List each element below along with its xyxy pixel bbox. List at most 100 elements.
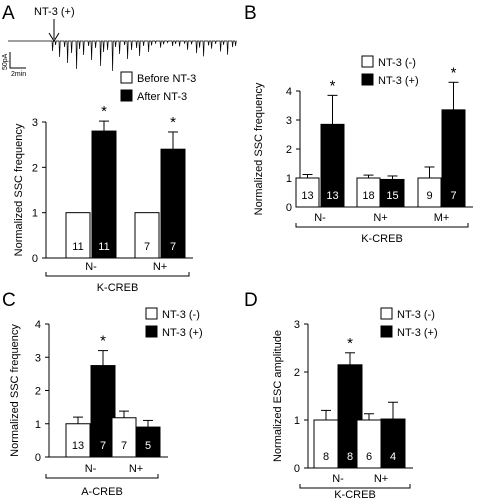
category-label-b: N- bbox=[314, 212, 326, 224]
group-label-b: K-CREB bbox=[361, 233, 403, 245]
group-bracket-a bbox=[45, 272, 190, 277]
group-label-a: K-CREB bbox=[97, 282, 139, 294]
n-label-b: 13 bbox=[301, 190, 313, 202]
legend-swatch-d bbox=[380, 307, 393, 320]
scale-bar bbox=[9, 52, 26, 69]
y-tick-label-b: 2 bbox=[286, 144, 292, 156]
y-tick-label-a: 3 bbox=[32, 117, 38, 129]
arrow-down-icon bbox=[48, 32, 60, 42]
y-tick-label-c: 3 bbox=[35, 352, 41, 364]
bar-a-treated bbox=[160, 148, 186, 259]
significance-star-a: * bbox=[170, 114, 176, 131]
y-tick-label-b: 4 bbox=[286, 86, 292, 98]
category-label-c: N+ bbox=[129, 463, 143, 475]
legend-label-d: NT-3 (+) bbox=[397, 327, 438, 339]
n-label-c: 7 bbox=[100, 440, 106, 452]
bar-c-control bbox=[111, 417, 137, 458]
y-tick-label-d: 3 bbox=[294, 319, 300, 331]
recording-trace-group: NT-3 (+) 50pA 2min bbox=[2, 6, 237, 78]
category-label-c: N- bbox=[85, 463, 97, 475]
panel-letter-a: A bbox=[2, 3, 15, 24]
bar-a-control bbox=[65, 212, 91, 259]
category-label-b: M+ bbox=[434, 212, 450, 224]
n-label-a: 11 bbox=[72, 241, 83, 253]
y-axis-label-a: Normalized SSC frequency bbox=[13, 123, 25, 256]
legend-label-b: NT-3 (+) bbox=[378, 75, 419, 87]
group-bracket-d bbox=[299, 484, 411, 489]
n-label-d: 4 bbox=[390, 451, 396, 463]
legend-label-d: NT-3 (-) bbox=[397, 309, 435, 321]
n-label-b: 18 bbox=[362, 190, 374, 202]
bar-c-treated bbox=[90, 365, 116, 458]
group-bracket-b bbox=[295, 223, 469, 228]
legend-swatch-a bbox=[120, 71, 133, 84]
n-label-d: 8 bbox=[323, 451, 329, 463]
significance-star-b: * bbox=[451, 64, 457, 81]
bar-d-control bbox=[313, 419, 339, 469]
panel-letter-b: B bbox=[244, 3, 257, 24]
category-label-d: N+ bbox=[374, 473, 388, 485]
y-tick-label-a: 2 bbox=[32, 162, 38, 174]
y-tick-label-a: 1 bbox=[32, 208, 38, 220]
y-tick-label-d: 0 bbox=[294, 463, 300, 475]
bar-c-control bbox=[65, 423, 91, 458]
n-label-b: 7 bbox=[450, 190, 456, 202]
legend-label-c: NT-3 (-) bbox=[162, 309, 200, 321]
n-label-d: 8 bbox=[347, 451, 353, 463]
scale-bar-x-label: 2min bbox=[11, 71, 26, 78]
legend-label-b: NT-3 (-) bbox=[378, 57, 416, 69]
panel-letter-d: D bbox=[244, 290, 258, 311]
y-tick-label-c: 0 bbox=[35, 452, 41, 464]
y-tick-label-b: 1 bbox=[286, 173, 292, 185]
group-label-c: A-CREB bbox=[81, 486, 123, 498]
category-label-a: N+ bbox=[153, 261, 167, 273]
y-tick-label-c: 2 bbox=[35, 386, 41, 398]
category-label-d: N- bbox=[332, 473, 344, 485]
bar-a-control bbox=[134, 212, 160, 259]
n-label-b: 9 bbox=[426, 190, 432, 202]
legend-swatch-d bbox=[380, 325, 393, 338]
bar-c-treated bbox=[135, 426, 161, 458]
y-tick-label-c: 1 bbox=[35, 419, 41, 431]
n-label-b: 15 bbox=[386, 190, 398, 202]
bar-d-treated bbox=[380, 418, 406, 469]
y-axis-label-c: Normalized SSC frequency bbox=[9, 324, 21, 457]
legend-label-c: NT-3 (+) bbox=[162, 327, 203, 339]
group-label-d: K-CREB bbox=[334, 489, 376, 500]
significance-star-d: * bbox=[347, 335, 353, 352]
n-label-c: 5 bbox=[145, 440, 151, 452]
y-axis-label-b: Normalized SSC frequency bbox=[253, 82, 265, 215]
n-label-b: 13 bbox=[326, 190, 338, 202]
legend-swatch-a bbox=[120, 89, 133, 102]
y-tick-label-d: 1 bbox=[294, 415, 300, 427]
legend-label-a: Before NT-3 bbox=[137, 73, 196, 85]
y-axis-label-d: Normalized ESC amplitude bbox=[272, 330, 284, 462]
y-tick-label-c: 4 bbox=[35, 319, 41, 331]
scale-bar-y-label: 50pA bbox=[2, 53, 9, 70]
n-label-a: 7 bbox=[170, 241, 176, 253]
y-tick-label-b: 3 bbox=[286, 115, 292, 127]
bar-a-treated bbox=[91, 130, 117, 259]
y-tick-label-a: 0 bbox=[32, 253, 38, 265]
legend-swatch-c bbox=[145, 325, 158, 338]
trace-drug-label: NT-3 (+) bbox=[34, 6, 75, 18]
y-tick-label-d: 2 bbox=[294, 367, 300, 379]
category-label-b: N+ bbox=[373, 212, 387, 224]
group-bracket-c bbox=[45, 474, 159, 479]
n-label-a: 11 bbox=[98, 241, 109, 253]
n-label-d: 6 bbox=[366, 451, 372, 463]
legend-swatch-b bbox=[361, 55, 374, 68]
n-label-a: 7 bbox=[144, 241, 150, 253]
recording-trace bbox=[8, 40, 237, 72]
category-label-a: N- bbox=[85, 261, 97, 273]
significance-star-c: * bbox=[100, 333, 106, 350]
significance-star-a: * bbox=[101, 103, 107, 120]
legend-swatch-c bbox=[145, 307, 158, 320]
legend-label-a: After NT-3 bbox=[137, 91, 187, 103]
legend-swatch-b bbox=[361, 73, 374, 86]
significance-star-b: * bbox=[330, 77, 336, 94]
n-label-c: 13 bbox=[72, 440, 84, 452]
y-tick-label-b: 0 bbox=[286, 202, 292, 214]
